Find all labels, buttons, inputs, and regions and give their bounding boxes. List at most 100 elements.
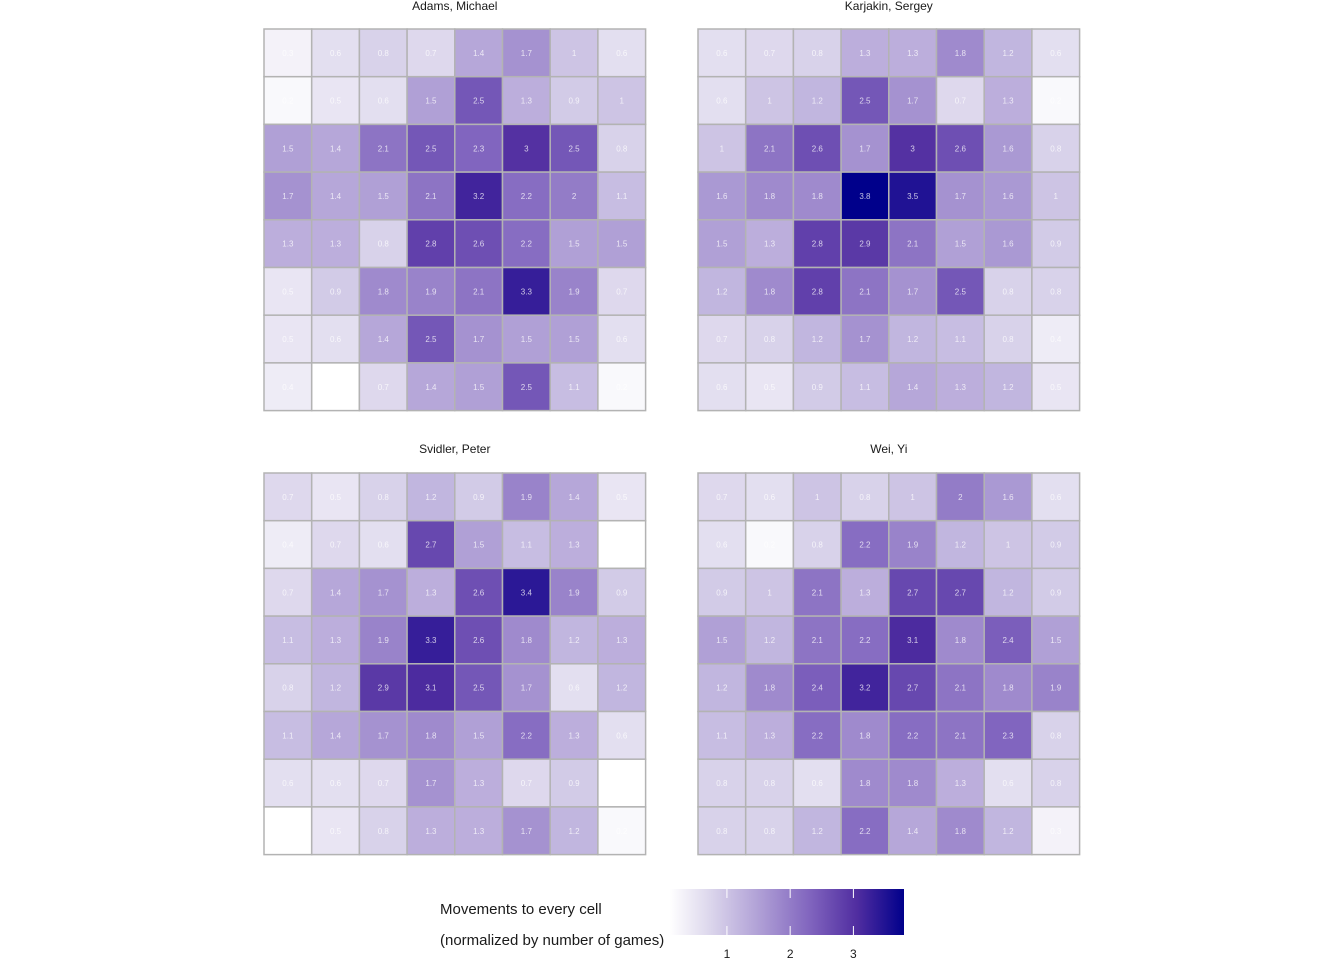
cell-value-label: 1.9 xyxy=(425,287,437,296)
cell-value-label: 1.3 xyxy=(859,49,871,58)
cell-value-label: 3.2 xyxy=(859,684,871,693)
cell-value-label: 0.8 xyxy=(1050,731,1062,740)
heatmap-panel: Adams, Michael 0.3 0.6 0.8 0.7 1.4 1.7 1 0.6 0.2 0… xyxy=(263,0,647,412)
cell-value-label: 0.7 xyxy=(955,97,967,106)
cell-value-label: 1 xyxy=(815,493,820,502)
cell-value-label: 1.3 xyxy=(907,49,919,58)
heatmap-cell xyxy=(358,123,408,173)
cell-value-label: 0.5 xyxy=(764,383,776,392)
heatmap-cell xyxy=(501,472,551,522)
cell-value-label: 0.9 xyxy=(1050,588,1062,597)
cell-value-label: 2.2 xyxy=(907,731,919,740)
heatmap-cell xyxy=(744,472,795,522)
heatmap-cell xyxy=(792,75,842,126)
heatmap-cell xyxy=(406,362,456,412)
cell-value-label: 1.4 xyxy=(330,144,342,153)
panel-title: Karjakin, Sergey xyxy=(845,0,933,13)
cell-value-label: 1.1 xyxy=(282,731,294,740)
cell-value-label: 0.6 xyxy=(1002,779,1014,788)
cell-value-label: 1.7 xyxy=(521,827,533,836)
cell-value-label: 0.8 xyxy=(378,827,390,836)
heatmap-cell xyxy=(454,266,504,316)
cell-value-label: 0.8 xyxy=(812,541,824,550)
cell-value-label: 0.6 xyxy=(378,97,390,106)
heatmap-cell xyxy=(597,519,647,570)
heatmap-cell xyxy=(935,75,985,126)
heatmap-cell xyxy=(358,472,408,522)
cell-value-label: 2.7 xyxy=(907,588,919,597)
cell-value-label: 0.2 xyxy=(616,383,628,392)
cell-value-label: 3.3 xyxy=(521,287,533,296)
heatmap-cell xyxy=(406,472,456,522)
cell-value-label: 2.6 xyxy=(473,588,485,597)
heatmap-cell xyxy=(792,472,842,522)
heatmap-cell xyxy=(840,28,890,78)
heatmap-cell xyxy=(792,171,842,221)
heatmap-cell xyxy=(744,123,795,173)
cell-value-label: 2.5 xyxy=(859,97,871,106)
heatmap-cell xyxy=(358,171,408,221)
heatmap-cell xyxy=(501,519,551,570)
heatmap-cell xyxy=(1031,615,1081,665)
cell-value-label: 1.1 xyxy=(859,383,871,392)
cell-value-label: 1 xyxy=(720,144,725,153)
heatmap-cell xyxy=(840,806,890,856)
heatmap-cell xyxy=(792,806,842,856)
cell-value-label: 1.7 xyxy=(859,144,871,153)
cell-value-label: 0.8 xyxy=(1050,287,1062,296)
cell-value-label: 1.3 xyxy=(425,827,437,836)
cell-value-label: 0.8 xyxy=(1050,779,1062,788)
cell-value-label: 1 xyxy=(1054,192,1059,201)
cell-value-label: 2.2 xyxy=(521,192,533,201)
heatmap-cell xyxy=(406,806,456,856)
heatmap-cell xyxy=(501,567,551,617)
heatmap-cell xyxy=(697,171,747,221)
cell-value-label: 2.1 xyxy=(764,144,776,153)
cell-value-label: 0.9 xyxy=(568,779,580,788)
cell-value-label: 2.6 xyxy=(955,144,967,153)
cell-value-label: 1.7 xyxy=(521,49,533,58)
cell-value-label: 0.7 xyxy=(764,49,776,58)
heatmap-cell xyxy=(454,567,504,617)
cell-value-label: 1.3 xyxy=(330,636,342,645)
cell-value-label: 1.5 xyxy=(716,240,728,249)
cell-value-label: 2.1 xyxy=(378,144,390,153)
heatmap-cell xyxy=(840,710,890,760)
cell-value-label: 2.5 xyxy=(521,383,533,392)
heatmap-cell xyxy=(597,123,647,173)
cell-value-label: 1.8 xyxy=(764,684,776,693)
cell-value-label: 1.7 xyxy=(521,684,533,693)
cell-value-label: 2.2 xyxy=(812,731,824,740)
heatmap-cell xyxy=(454,362,504,412)
cell-value-label: 1.2 xyxy=(330,684,342,693)
cell-value-label: 1.5 xyxy=(425,97,437,106)
cell-value-label: 0.5 xyxy=(616,493,628,502)
heatmap-cell xyxy=(840,567,890,617)
cell-value-label: 0.4 xyxy=(282,383,294,392)
cell-value-label: 0.7 xyxy=(616,287,628,296)
cell-value-label: 0.6 xyxy=(716,541,728,550)
heatmap-cell xyxy=(840,75,890,126)
heatmap-cell xyxy=(1031,171,1081,221)
cell-value-label: 0.8 xyxy=(378,493,390,502)
cell-value-label: 0.6 xyxy=(616,49,628,58)
legend-tick-label: 2 xyxy=(787,947,794,960)
cell-value-label: 2.1 xyxy=(955,731,967,740)
heatmap-cell xyxy=(935,219,985,269)
cell-value-label: 0.8 xyxy=(616,144,628,153)
heatmap-cell xyxy=(983,171,1033,221)
cell-value-label: 1.3 xyxy=(282,240,294,249)
heatmap-cell xyxy=(792,362,842,412)
panel-title: Wei, Yi xyxy=(870,442,907,456)
cell-value-label: 1.2 xyxy=(1002,588,1014,597)
cell-value-label: 0.6 xyxy=(282,779,294,788)
cell-value-label: 0.9 xyxy=(330,287,342,296)
cell-value-label: 1.2 xyxy=(568,636,580,645)
heatmap-cell xyxy=(358,314,408,364)
heatmap-cell xyxy=(1031,28,1081,78)
cell-value-label: 0.5 xyxy=(330,827,342,836)
heatmap-cell xyxy=(888,663,938,713)
heatmap-cell xyxy=(697,219,747,269)
heatmap-cell xyxy=(1031,519,1081,570)
